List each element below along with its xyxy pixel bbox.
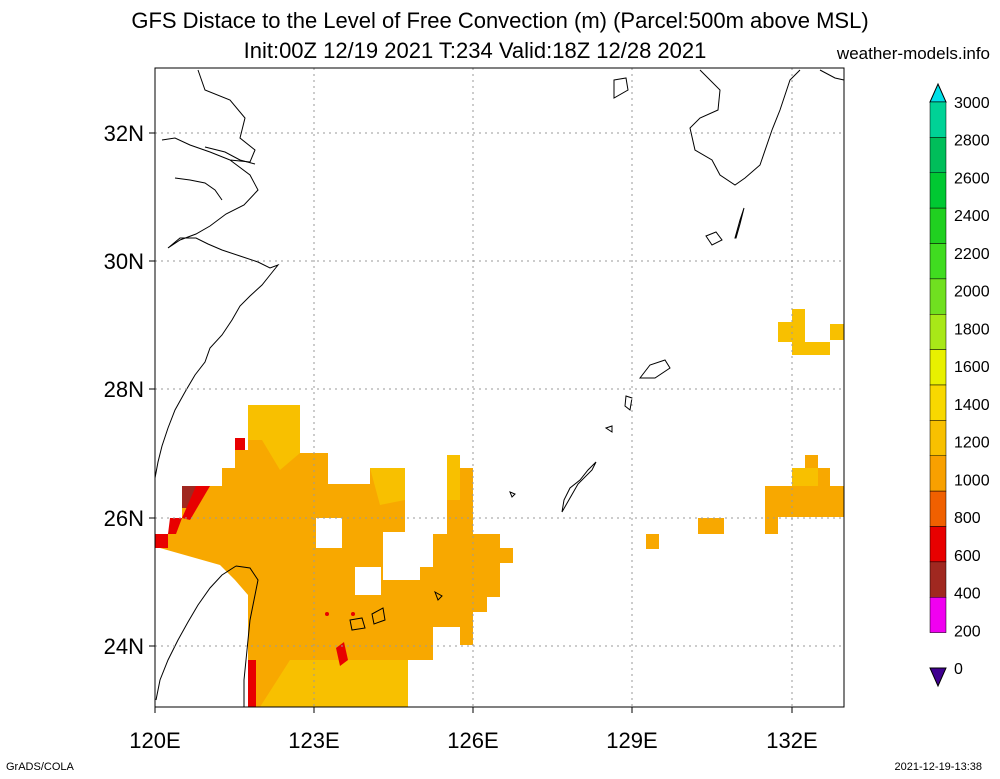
colorbar-label: 800: [954, 510, 981, 527]
lat-label-26: 26N: [104, 506, 144, 531]
fill-east-3: [765, 455, 844, 534]
chart-subtitle: Init:00Z 12/19 2021 T:234 Valid:18Z 12/2…: [243, 38, 707, 63]
lon-label-126: 126E: [447, 728, 498, 753]
colorbar-label: 1400: [954, 397, 990, 414]
fill-east-4: [792, 468, 818, 486]
lon-label-123: 123E: [288, 728, 339, 753]
fill-east-6: [646, 534, 659, 549]
colorbar-segment: [929, 597, 947, 633]
lat-label-24: 24N: [104, 634, 144, 659]
ticks: [149, 132, 793, 713]
fill-red-dot-2: [351, 612, 355, 616]
island-ryukyu-1: [349, 617, 366, 631]
fill-red-1: [182, 486, 210, 520]
fill-red-6: [336, 642, 348, 666]
fill-east-5: [698, 518, 724, 534]
island-small-3: [604, 425, 613, 433]
fill-red-4: [235, 438, 245, 450]
map-frame: [154, 67, 845, 708]
colorbar-label: 2000: [954, 284, 990, 301]
footer-software: GrADS/COLA: [6, 761, 74, 773]
island-small-2: [624, 395, 633, 411]
footer-timestamp: 2021-12-19-13:38: [894, 761, 982, 773]
colorbar-label: 400: [954, 586, 981, 603]
island-amami: [638, 359, 671, 379]
coast-shikoku: [819, 69, 845, 81]
fill-main: [160, 405, 513, 707]
lat-label-28: 28N: [104, 377, 144, 402]
colorbar-segment: [929, 243, 947, 280]
colorbar-label: 200: [954, 623, 981, 640]
lat-label-32: 32N: [104, 121, 144, 146]
coast-kyushu: [689, 69, 801, 186]
colorbar-segment: [929, 455, 947, 492]
lat-label-30: 30N: [104, 249, 144, 274]
island-okinawa: [561, 461, 597, 513]
colorbar-label: 2200: [954, 246, 990, 263]
lon-label-120: 120E: [129, 728, 180, 753]
island-tanegashima: [734, 207, 745, 239]
colorbar-segment: [929, 384, 947, 421]
colorbar-segment: [929, 207, 947, 244]
colorbar-segment: [929, 172, 947, 209]
fill-red-dot-1: [325, 612, 329, 616]
lon-label-132: 132E: [766, 728, 817, 753]
colorbar-segment: [929, 420, 947, 456]
colorbar: 3000280026002400220020001800160014001200…: [929, 82, 990, 688]
colorbar-top-arrow: [929, 82, 947, 103]
fill-red-2: [155, 534, 168, 548]
colorbar-label: 1800: [954, 321, 990, 338]
fill-east-1: [778, 309, 830, 355]
coast-hangzhou: [174, 177, 223, 201]
chart-title: GFS Distace to the Level of Free Convect…: [131, 8, 869, 33]
colorbar-segment: [929, 349, 947, 386]
fill-red-5: [248, 660, 256, 707]
island-small-1: [509, 491, 516, 498]
colorbar-label: 1200: [954, 435, 990, 452]
colorbar-label: 1600: [954, 359, 990, 376]
colorbar-label: 1000: [954, 472, 990, 489]
fill-yellow-1: [248, 405, 300, 470]
field-fill: [155, 309, 844, 707]
island-ryukyu-3: [434, 590, 443, 601]
colorbar-segment: [929, 561, 947, 598]
fill-yellow-3: [260, 660, 408, 707]
colorbar-label: 600: [954, 548, 981, 565]
island-goto: [613, 77, 629, 99]
colorbar-segment: [929, 526, 947, 563]
fill-yellow-2: [370, 468, 405, 505]
colorbar-segment: [929, 101, 947, 138]
island-yakushima: [705, 231, 723, 246]
colorbar-segment: [929, 278, 947, 315]
colorbar-label: 2400: [954, 208, 990, 225]
colorbar-label: 3000: [954, 95, 990, 112]
fill-red-3: [168, 518, 182, 534]
colorbar-label: 0: [954, 661, 963, 678]
fill-yellow-4: [447, 455, 460, 500]
hole-1: [316, 518, 342, 548]
lon-label-129: 129E: [606, 728, 657, 753]
hole-3: [383, 532, 407, 580]
gridlines: [155, 68, 844, 707]
island-ryukyu-2: [371, 607, 386, 625]
coast-taiwan: [155, 565, 259, 707]
fill-east-2: [830, 324, 844, 340]
hole-2: [355, 567, 381, 595]
colorbar-segment: [929, 490, 947, 527]
colorbar-label: 2600: [954, 170, 990, 187]
colorbar-bottom-arrow: [929, 667, 947, 688]
colorbar-segment: [929, 137, 947, 173]
coast-estuary: [204, 146, 256, 165]
site-label: weather-models.info: [836, 44, 990, 63]
colorbar-label: 2800: [954, 133, 990, 150]
colorbar-segment: [929, 314, 947, 350]
